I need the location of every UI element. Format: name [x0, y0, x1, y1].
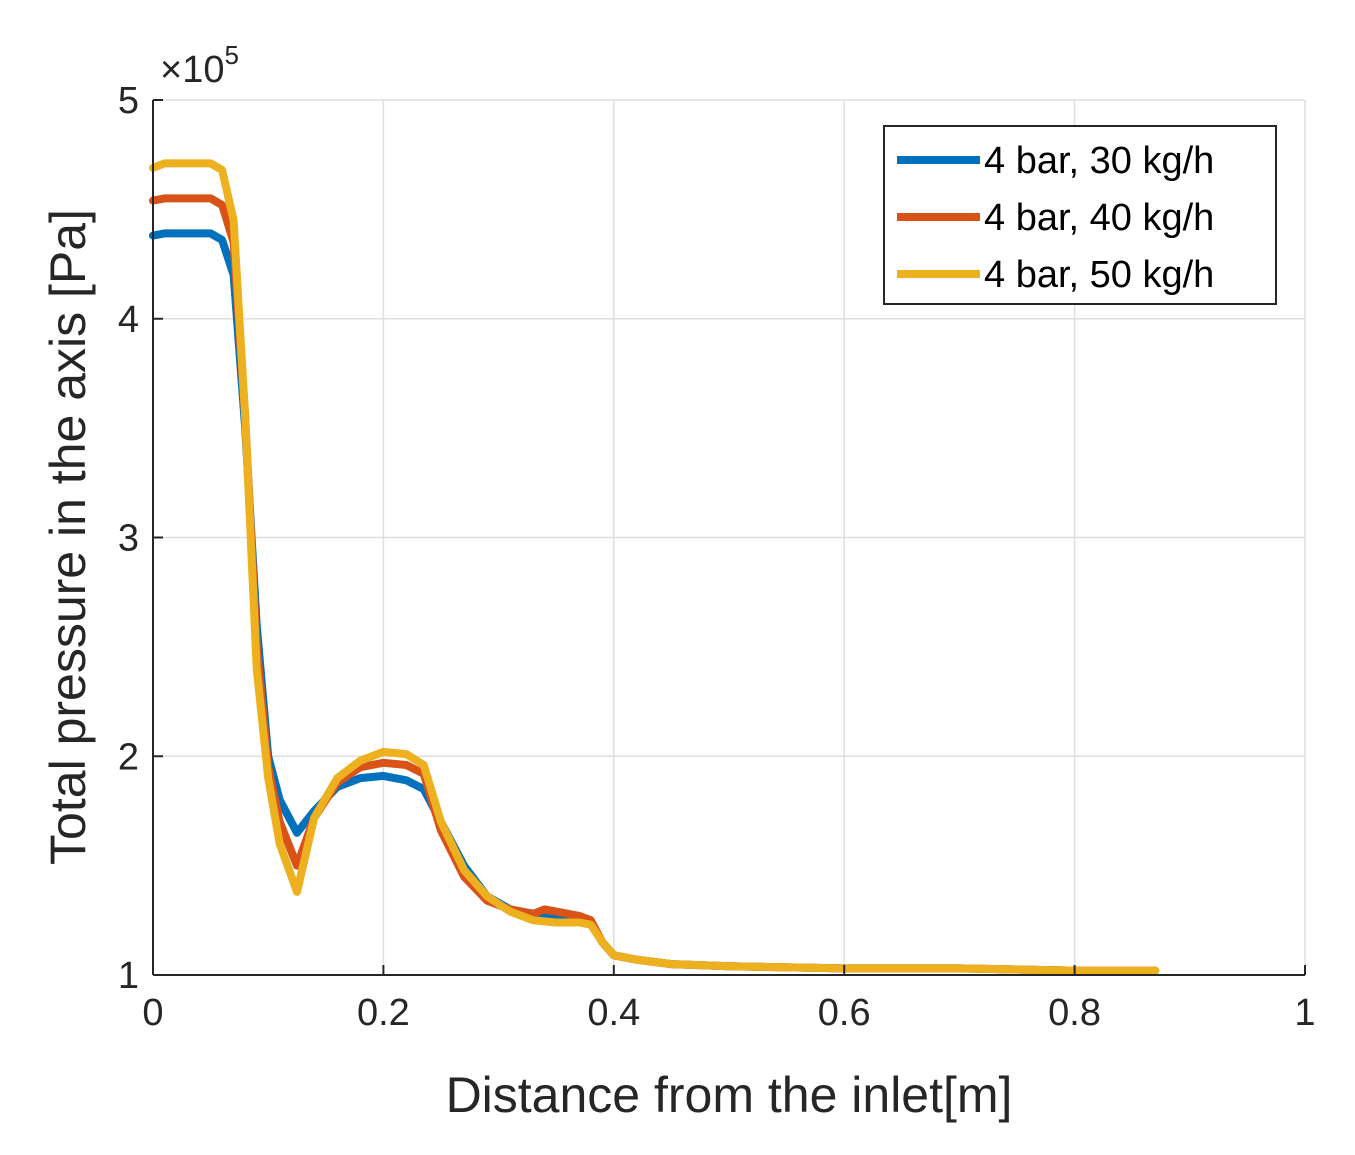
series-lines: [149, 159, 1160, 975]
x-tick-label-1: 0.2: [357, 992, 410, 1034]
x-axis-label: Distance from the inlet[m]: [446, 1067, 1013, 1123]
y-tick-label-4: 5: [118, 80, 139, 122]
series-line-2: [149, 159, 1160, 975]
y-tick-label-0: 1: [118, 955, 139, 997]
legend-label-2: 4 bar, 50 kg/h: [984, 254, 1214, 296]
y-tick-label-2: 3: [118, 518, 139, 560]
x-tick-label-0: 0: [142, 992, 163, 1034]
legend-label-1: 4 bar, 40 kg/h: [984, 197, 1214, 239]
axes: [152, 99, 1306, 976]
y-tick-label-1: 2: [118, 736, 139, 778]
x-tick-label-2: 0.4: [587, 992, 640, 1034]
x-tick-label-5: 1: [1294, 992, 1315, 1034]
y-axis-label: Total pressure in the axis [Pa]: [40, 209, 96, 865]
y-tick-label-3: 4: [118, 299, 139, 341]
x-tick-label-3: 0.6: [818, 992, 871, 1034]
legend: 4 bar, 30 kg/h 4 bar, 40 kg/h 4 bar, 50 kg…: [883, 125, 1277, 305]
y-exponent-prefix: ×10: [160, 49, 224, 91]
x-tick-label-4: 0.8: [1048, 992, 1101, 1034]
y-exponent-power: 5: [224, 40, 238, 70]
legend-label-0: 4 bar, 30 kg/h: [984, 140, 1214, 182]
y-exponent-label: ×105: [160, 40, 239, 91]
tick-labels: 0 0.2 0.4 0.6 0.8 1 1 2 3 4 5: [118, 80, 1316, 1034]
